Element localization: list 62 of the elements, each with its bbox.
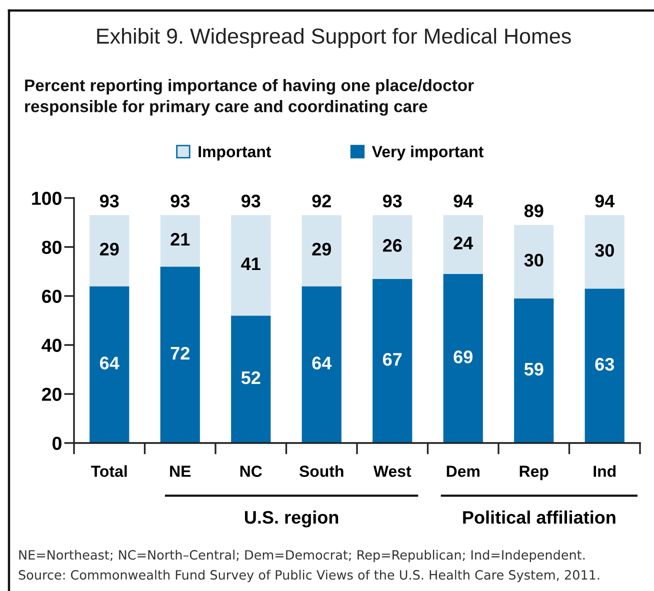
data-label: 64	[100, 356, 120, 370]
bar	[443, 274, 483, 443]
data-label: 52	[241, 371, 260, 384]
bar	[231, 215, 271, 316]
data-label: 64	[312, 356, 332, 370]
data-label: 21	[170, 232, 190, 246]
data-label: 63	[595, 358, 614, 371]
legend-label: Important	[198, 146, 272, 160]
data-label: 26	[382, 239, 402, 252]
data-label: 30	[595, 244, 614, 257]
bar	[584, 288, 624, 443]
chart-title: Exhibit 9. Widespread Support for Medical Homes	[97, 28, 571, 48]
data-label: 30	[524, 254, 544, 267]
bar	[372, 215, 412, 279]
chart-subtitle: Percent reporting importance of having one place/doctor responsible for primary care and coordinating care	[25, 79, 474, 116]
total-label: 94	[595, 194, 615, 208]
data-label: 67	[382, 352, 402, 366]
x-tick-label: NC	[240, 466, 262, 477]
total-label: 93	[382, 194, 402, 208]
data-label: 69	[454, 350, 472, 364]
y-tick-label: 0	[52, 436, 62, 450]
text: Political affiliation	[463, 510, 616, 524]
x-tick-label: Ind	[594, 465, 616, 477]
legend-label: Very important	[372, 146, 484, 160]
data-label: 59	[524, 362, 544, 376]
bar	[231, 316, 271, 443]
x-tick-label: NE	[170, 466, 191, 477]
text: U.S. region	[244, 510, 338, 528]
total-label: 93	[100, 194, 119, 208]
y-tick-label: 100	[32, 192, 62, 205]
data-label: 29	[312, 242, 331, 256]
bar	[90, 215, 130, 286]
bar	[302, 286, 342, 443]
y-tick-label: 80	[42, 240, 62, 254]
x-tick-label: West	[373, 466, 412, 477]
data-label: 24	[454, 236, 474, 250]
total-label: 94	[454, 194, 474, 208]
bar	[302, 215, 342, 286]
y-tick-label: 60	[42, 290, 62, 303]
bar	[584, 215, 624, 289]
bar	[160, 215, 200, 267]
x-tick-label: South	[299, 465, 344, 477]
x-tick-label: Dem	[446, 466, 480, 477]
total-label: 93	[170, 194, 190, 208]
y-tick-label: 40	[42, 338, 62, 352]
bar	[90, 286, 130, 443]
total-label: 93	[241, 194, 260, 208]
y-tick-label: 20	[42, 388, 62, 401]
data-label: 29	[100, 242, 119, 256]
bar	[514, 224, 554, 298]
text: NE=Northeast; NC=North–Central; Dem=Democrat; Rep=Republican; Ind=Independent.	[19, 550, 585, 562]
total-label: 92	[312, 194, 331, 208]
bar	[160, 266, 200, 443]
data-label: 72	[170, 346, 190, 360]
x-tick-label: Total	[91, 465, 127, 477]
bar	[443, 215, 483, 274]
data-label: 41	[241, 258, 260, 270]
x-tick-label: Rep	[520, 466, 548, 480]
total-label: 89	[524, 204, 544, 218]
bar	[514, 298, 554, 443]
bar	[372, 278, 412, 443]
source-note: Source: Commonwealth Fund Survey of Public Views of the U.S. Health Care System, 2011.	[18, 570, 600, 582]
